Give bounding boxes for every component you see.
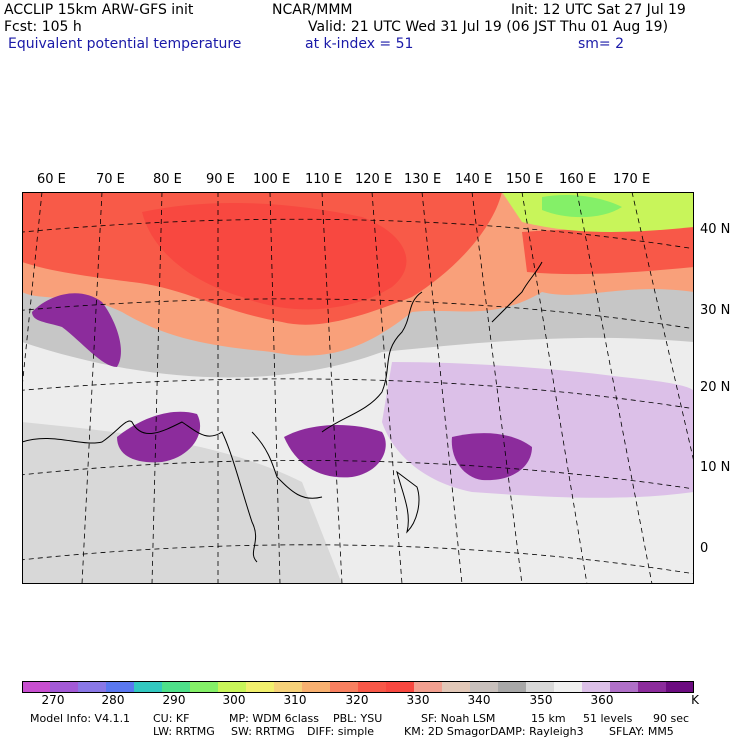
vertical-levels: 51 levels	[583, 712, 633, 725]
lon-label: 160 E	[559, 172, 597, 187]
lat-label: 30 N	[700, 303, 731, 318]
lon-label: 60 E	[37, 172, 66, 187]
colorbar-cell	[638, 681, 667, 693]
lon-label: 110 E	[305, 172, 343, 187]
lon-label: 150 E	[506, 172, 544, 187]
colorbar-cell	[106, 681, 135, 693]
colorbar-cell	[330, 681, 359, 693]
diffusion-scheme: DIFF: simple	[307, 725, 375, 738]
colorbar-label: 330	[406, 693, 430, 707]
colorbar-cell	[470, 681, 499, 693]
japan-coastline	[491, 261, 543, 323]
colorbar-label: 290	[162, 693, 186, 707]
himalaya-purple	[32, 293, 122, 367]
surface-scheme: SF: Noah LSM	[421, 712, 496, 725]
colorbar-cell	[274, 681, 303, 693]
lon-label: 90 E	[206, 172, 235, 187]
lat-label: 20 N	[700, 380, 731, 395]
asia-coastline	[22, 291, 423, 563]
south-china-sea-purple	[284, 425, 386, 478]
colorbar-cell	[498, 681, 527, 693]
colorbar-cell	[526, 681, 555, 693]
colorbar-label: 320	[345, 693, 369, 707]
colorbar-label: 310	[283, 693, 307, 707]
colorbar-cell	[414, 681, 443, 693]
microphysics-scheme: MP: WDM 6class	[229, 712, 319, 725]
west-pacific-purple	[451, 433, 532, 481]
pbl-scheme: PBL: YSU	[333, 712, 383, 725]
km-option: KM: 2D Smagor	[404, 725, 490, 738]
colorbar-cell	[554, 681, 583, 693]
colorbar-cell	[302, 681, 331, 693]
time-step: 90 sec	[653, 712, 690, 725]
lon-label: 80 E	[153, 172, 182, 187]
forecast-hour: Fcst: 105 h	[4, 19, 82, 35]
ocean-light-region	[22, 422, 342, 584]
cumulus-scheme: CU: KF	[153, 712, 190, 725]
colorbar-cell	[50, 681, 79, 693]
init-time: Init: 12 UTC Sat 27 Jul 19	[511, 2, 686, 18]
model-title: ACCLIP 15km ARW-GFS init	[4, 2, 194, 18]
colorbar-cell	[358, 681, 387, 693]
pacific-north-red-band	[522, 222, 694, 275]
colorbar-cell	[386, 681, 415, 693]
lon-label: 70 E	[96, 172, 125, 187]
colorbar-cell	[190, 681, 219, 693]
org-label: NCAR/MMM	[272, 2, 353, 18]
lon-label: 100 E	[253, 172, 291, 187]
field-name: Equivalent potential temperature	[8, 36, 242, 52]
surface-layer-option: SFLAY: MM5	[609, 725, 674, 738]
colorbar-cell	[610, 681, 639, 693]
colorbar-label: 360	[590, 693, 614, 707]
colorbar-cell	[78, 681, 107, 693]
colorbar-cell	[582, 681, 611, 693]
damping-option: DAMP: Rayleigh3	[490, 725, 584, 738]
lon-label: 130 E	[404, 172, 442, 187]
colorbar-cell	[134, 681, 163, 693]
grid-spacing: 15 km	[531, 712, 566, 725]
graticule	[22, 192, 694, 584]
theta-e-map	[22, 192, 694, 584]
colorbar-label: 300	[222, 693, 246, 707]
valid-time: Valid: 21 UTC Wed 31 Jul 19 (06 JST Thu …	[308, 19, 669, 35]
colorbar-label: 340	[467, 693, 491, 707]
ne-green-core	[542, 195, 622, 218]
model-version: Model Info: V4.1.1	[30, 712, 131, 725]
colorbar-unit: K	[691, 693, 699, 707]
lon-label: 140 E	[455, 172, 493, 187]
colorbar-label: 280	[101, 693, 125, 707]
shortwave-scheme: SW: RRTMG	[231, 725, 295, 738]
colorbar-cell	[246, 681, 275, 693]
lat-label: 0	[700, 541, 709, 556]
colorbar-cell	[22, 681, 51, 693]
colorbar-cell	[218, 681, 247, 693]
bay-of-bengal-purple	[117, 411, 201, 463]
smoothing-label: sm= 2	[578, 36, 625, 52]
lon-label: 170 E	[613, 172, 651, 187]
colorbar-cell	[162, 681, 191, 693]
level-label: at k-index = 51	[305, 36, 414, 52]
longwave-scheme: LW: RRTMG	[153, 725, 215, 738]
philippines-coastline	[396, 470, 420, 534]
mongolia-red-region	[142, 202, 407, 310]
colorbar	[22, 681, 694, 693]
lon-label: 120 E	[355, 172, 393, 187]
colorbar-label: 270	[41, 693, 65, 707]
colorbar-label: 350	[529, 693, 553, 707]
lat-label: 40 N	[700, 222, 731, 237]
lat-label: 10 N	[700, 460, 731, 475]
colorbar-cell	[442, 681, 471, 693]
colorbar-cell	[666, 681, 694, 693]
